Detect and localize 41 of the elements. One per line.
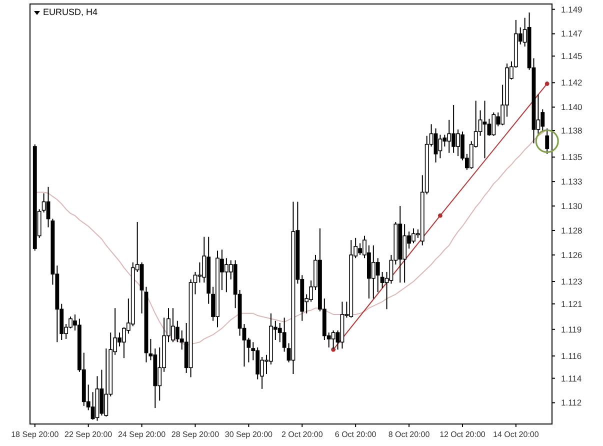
y-tick-label: 1.149 xyxy=(561,4,583,14)
y-tick-label: 1.126 xyxy=(561,250,583,260)
y-tick-label: 1.130 xyxy=(561,201,583,211)
candlestick xyxy=(442,134,447,147)
y-tick-label: 1.147 xyxy=(561,28,583,39)
y-tick-label: 1.145 xyxy=(561,51,583,62)
y-tick-label: 1.142 xyxy=(561,78,583,88)
y-tick-label: 1.112 xyxy=(561,398,582,408)
x-tick-label: 24 Sep 20:00 xyxy=(118,430,166,439)
candlestick xyxy=(487,118,492,136)
candlestick xyxy=(376,258,380,293)
candlestick xyxy=(545,128,550,154)
y-tick-label: 1.116 xyxy=(561,350,582,361)
candlestick xyxy=(282,317,286,352)
y-tick-label: 1.133 xyxy=(561,176,583,187)
chart-title: EURUSD, H4 xyxy=(43,7,98,17)
candlestick xyxy=(90,392,95,420)
candlestick xyxy=(434,128,438,163)
y-tick-label: 1.138 xyxy=(561,126,583,136)
x-tick-label: 8 Oct 20:00 xyxy=(388,430,430,439)
x-tick-label: 22 Sep 20:00 xyxy=(64,430,113,439)
x-tick-label: 6 Oct 20:00 xyxy=(334,430,377,439)
x-tick-label: 28 Sep 20:00 xyxy=(171,430,220,439)
y-tick-label: 1.135 xyxy=(561,152,583,162)
y-tick-label: 1.121 xyxy=(561,298,583,309)
y-tick-label: 1.140 xyxy=(561,102,583,112)
point xyxy=(438,213,442,218)
x-tick-label: 18 Sep 20:00 xyxy=(11,430,60,439)
candlestick xyxy=(482,100,487,159)
point xyxy=(331,347,336,352)
point xyxy=(544,82,550,86)
y-tick-label: 1.123 xyxy=(561,276,583,286)
x-tick-label: 14 Oct 20:00 xyxy=(493,430,540,439)
candlestick xyxy=(438,134,442,159)
y-tick-label: 1.119 xyxy=(561,324,582,334)
y-tick-label: 1.114 xyxy=(561,373,582,384)
y-tick-label: 1.128 xyxy=(561,225,583,236)
x-tick-label: 30 Sep 20:00 xyxy=(224,430,274,439)
candlestick xyxy=(380,271,384,288)
x-tick-label: 12 Oct 20:00 xyxy=(440,430,486,439)
x-tick-label: 2 Oct 20:00 xyxy=(281,430,324,439)
